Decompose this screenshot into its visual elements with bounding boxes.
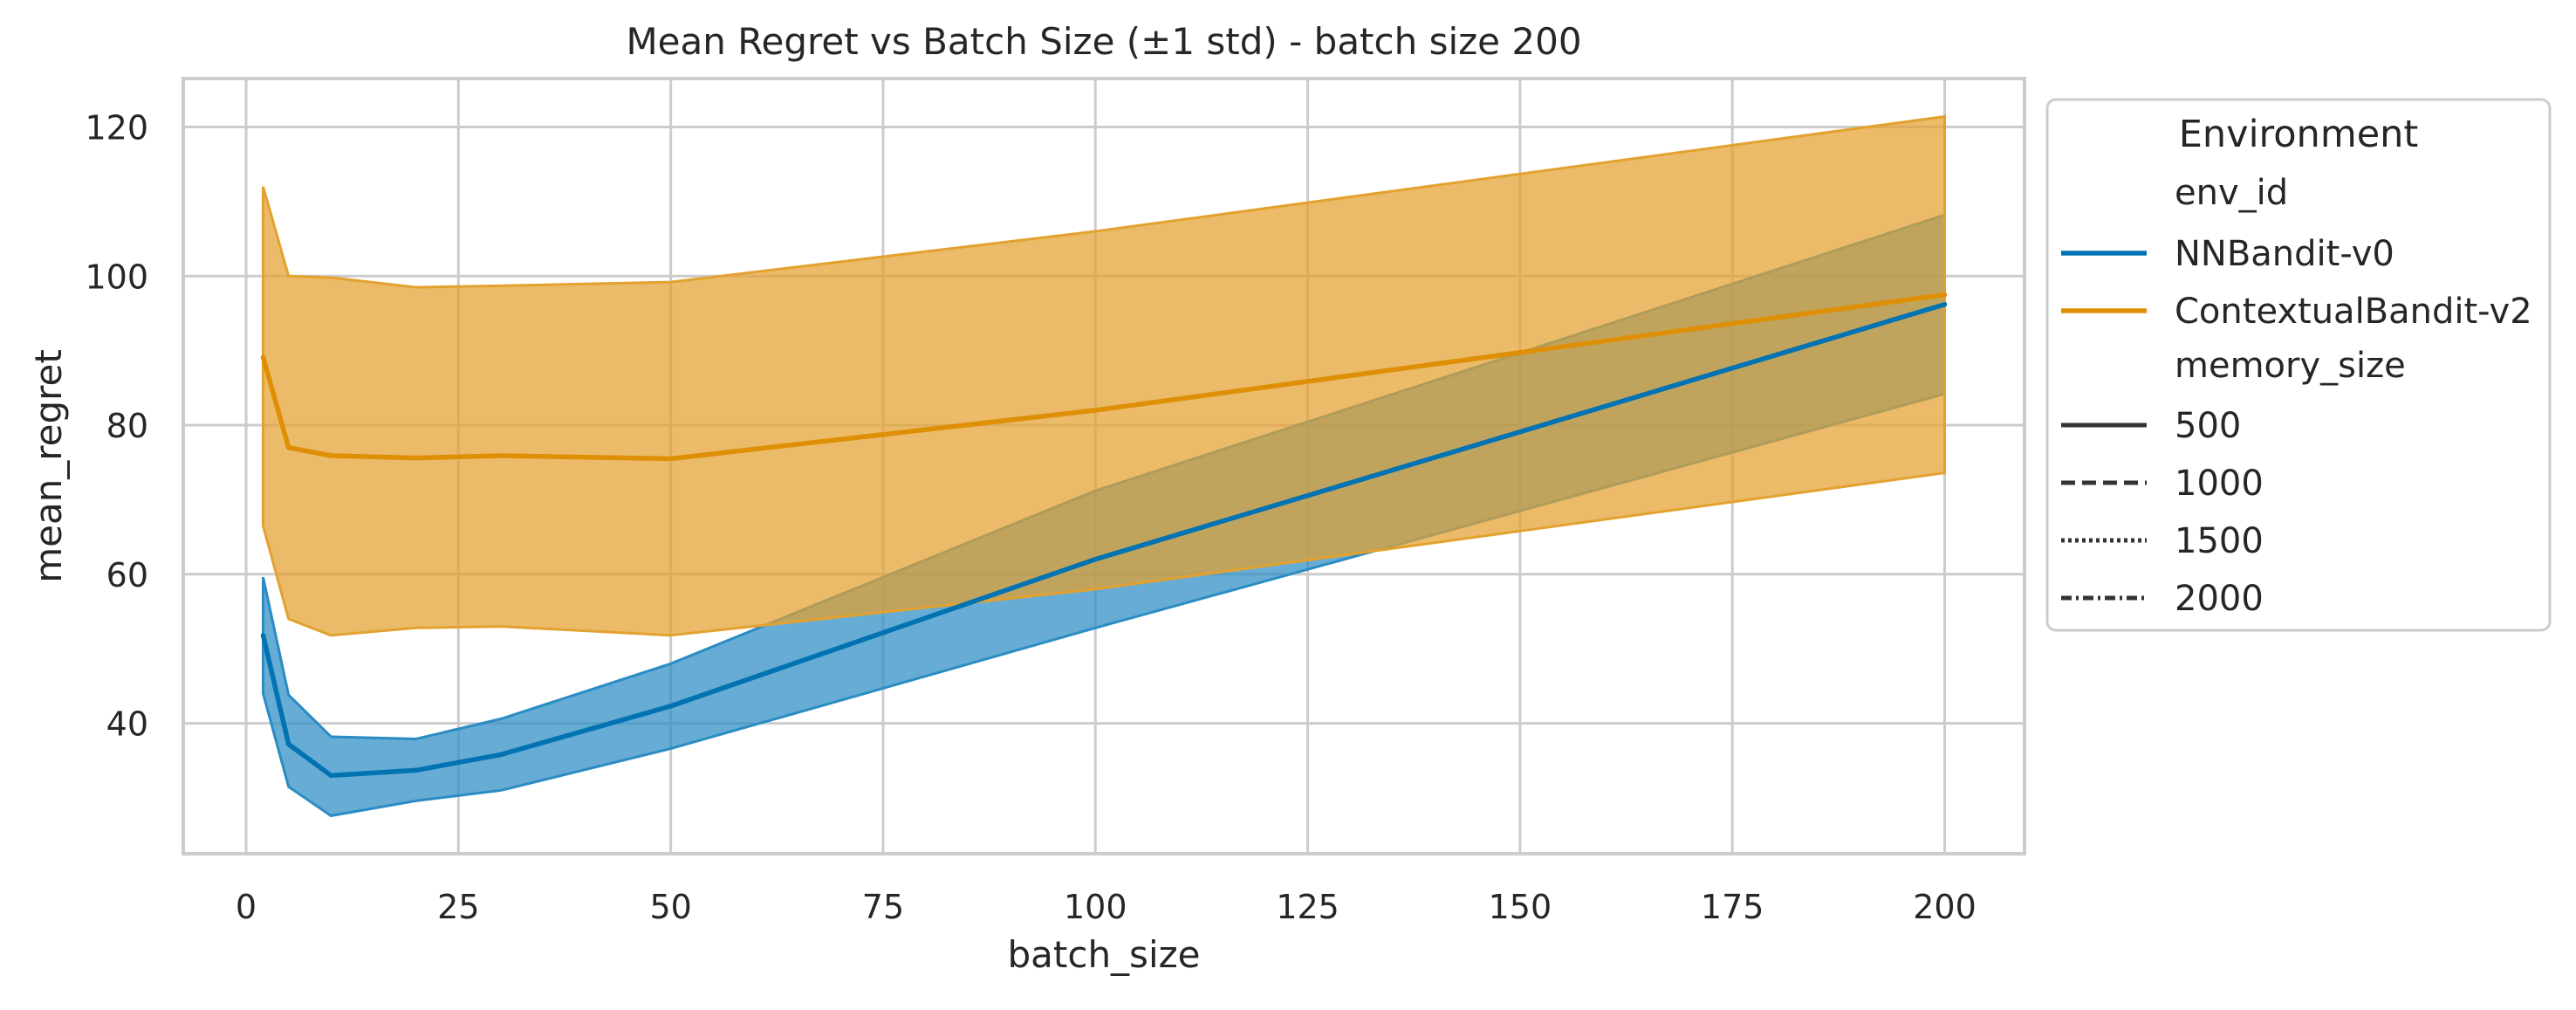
legend-title: Environment bbox=[2179, 113, 2419, 156]
legend-label: ContextualBandit-v2 bbox=[2175, 292, 2532, 332]
legend-box bbox=[2045, 98, 2552, 632]
x-tick-label: 25 bbox=[437, 888, 479, 926]
legend-style-label: 2000 bbox=[2175, 579, 2264, 619]
legend-series: NNBandit-v0 ContextualBandit-v2 bbox=[2061, 234, 2532, 332]
x-tick-label: 100 bbox=[1064, 888, 1127, 926]
legend-style-header: memory_size bbox=[2175, 346, 2406, 386]
legend-label: NNBandit-v0 bbox=[2175, 234, 2394, 274]
line-layer bbox=[260, 292, 1948, 779]
y-tick-label: 100 bbox=[85, 258, 148, 296]
y-axis-label: mean_regret bbox=[27, 349, 70, 583]
x-tick-label: 200 bbox=[1913, 888, 1977, 926]
legend-hue-header: env_id bbox=[2175, 173, 2288, 213]
plot-frame bbox=[182, 77, 2026, 855]
x-tick-label: 75 bbox=[862, 888, 904, 926]
tick-layer: 0 25 50 75 100 125 150 175 200 40 60 80 100 120 bbox=[85, 109, 1976, 927]
x-tick-label: 150 bbox=[1489, 888, 1552, 926]
y-tick-label: 120 bbox=[85, 109, 148, 148]
y-tick-label: 60 bbox=[106, 556, 148, 594]
line-ContextualBandit-v2 bbox=[260, 292, 1948, 462]
y-tick-label: 80 bbox=[106, 407, 148, 445]
line-NNBandit-v0 bbox=[260, 301, 1948, 779]
legend: Environment env_id NNBandit-v0 Contextual… bbox=[2045, 98, 2552, 632]
band-ContextualBandit-v2 bbox=[262, 114, 1946, 637]
band-layer bbox=[262, 114, 1946, 818]
x-tick-label: 125 bbox=[1276, 888, 1339, 926]
y-tick-label: 40 bbox=[106, 705, 148, 744]
x-axis-label: batch_size bbox=[1007, 933, 1200, 976]
x-tick-label: 175 bbox=[1701, 888, 1764, 926]
legend-style-label: 500 bbox=[2175, 406, 2241, 446]
legend-style-label: 1000 bbox=[2175, 464, 2264, 504]
x-tick-label: 0 bbox=[236, 888, 257, 926]
x-tick-label: 50 bbox=[649, 888, 691, 926]
chart-title: Mean Regret vs Batch Size (±1 std) - bat… bbox=[626, 20, 1581, 63]
legend-style-label: 1500 bbox=[2175, 521, 2264, 561]
legend-styles: 500 1000 1500 2000 bbox=[2061, 406, 2264, 619]
